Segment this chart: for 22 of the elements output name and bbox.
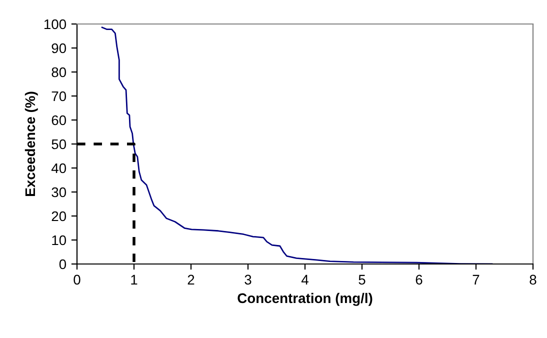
x-tick-label: 5 [358, 274, 366, 285]
y-tick-label: 60 [52, 115, 66, 126]
y-tick-label: 90 [52, 43, 66, 54]
x-axis-title: Concentration (mg/l) [238, 292, 372, 306]
y-tick-label: 100 [44, 19, 66, 30]
y-tick-label: 20 [52, 211, 66, 222]
y-tick-label: 80 [52, 67, 66, 78]
y-axis-title: Exceedence (%) [24, 92, 38, 196]
y-tick-label: 30 [52, 187, 66, 198]
x-tick-label: 8 [530, 274, 536, 285]
x-tick-label: 1 [131, 274, 138, 284]
y-tick-label: 50 [52, 139, 66, 150]
x-tick-label: 2 [188, 274, 194, 284]
x-tick-label: 7 [472, 274, 480, 284]
y-tick-label: 0 [59, 259, 66, 270]
y-tick-label: 70 [52, 91, 66, 102]
x-tick-label: 0 [74, 274, 80, 285]
y-tick-label: 40 [51, 163, 66, 174]
x-tick-label: 4 [301, 274, 308, 284]
x-tick-label: 3 [244, 274, 252, 285]
y-tick-label: 10 [52, 235, 66, 246]
x-tick-label: 6 [416, 274, 422, 285]
